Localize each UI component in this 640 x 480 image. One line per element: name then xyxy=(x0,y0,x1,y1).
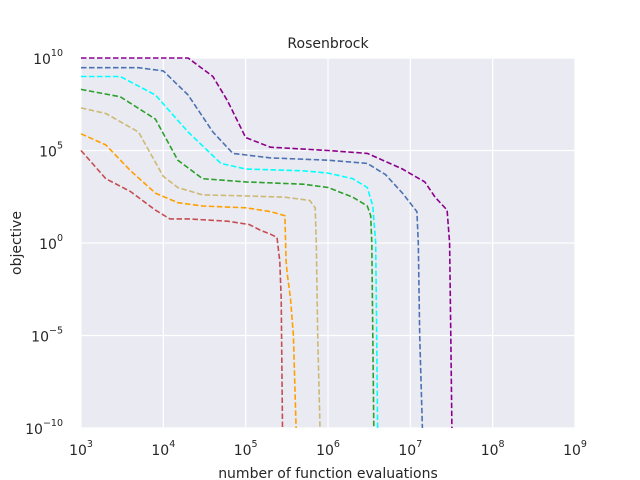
series-line-3 xyxy=(80,107,321,429)
y-axis-label: objective xyxy=(9,211,25,275)
x-tick-label: 109 xyxy=(563,439,587,459)
series-line-6 xyxy=(81,66,424,429)
series-line-2 xyxy=(80,133,297,429)
x-tick-label: 104 xyxy=(151,439,175,459)
series-layer xyxy=(80,57,453,429)
y-tick-label: 100 xyxy=(39,233,63,253)
x-tick-label: 105 xyxy=(234,439,258,459)
series-line-1 xyxy=(80,149,284,429)
y-tick-label: 1010 xyxy=(33,48,63,68)
x-axis-label: number of function evaluations xyxy=(218,466,438,480)
series-line-4 xyxy=(80,88,375,429)
y-tick-label: 105 xyxy=(39,141,63,161)
series-line-5 xyxy=(81,75,379,429)
x-tick-label: 108 xyxy=(481,439,505,459)
series-line-7 xyxy=(81,57,453,429)
x-tick-label: 106 xyxy=(316,439,340,459)
y-tick-label: 10−10 xyxy=(25,418,63,438)
chart-title: Rosenbrock xyxy=(287,36,369,52)
y-tick-labels: 10−10 10−5 100 105 1010 xyxy=(25,48,63,438)
x-tick-label: 107 xyxy=(398,439,422,459)
x-tick-label: 103 xyxy=(69,439,93,459)
y-tick-label: 10−5 xyxy=(31,326,63,346)
x-tick-labels: 103 104 105 106 107 108 109 xyxy=(69,439,587,459)
